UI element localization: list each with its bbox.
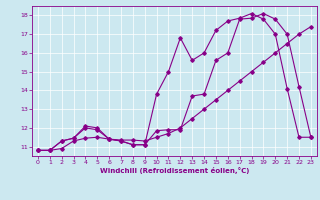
- X-axis label: Windchill (Refroidissement éolien,°C): Windchill (Refroidissement éolien,°C): [100, 167, 249, 174]
